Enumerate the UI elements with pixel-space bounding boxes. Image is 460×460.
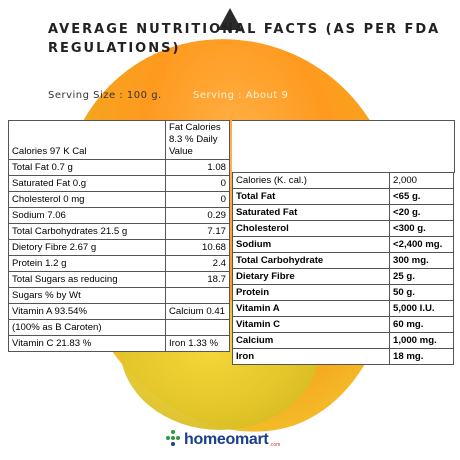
table-header-row: Calories 97 K Cal Fat Calories 8.3 % Dai… (8, 120, 230, 160)
table-row: (100% as B Caroten) (8, 319, 230, 336)
row-value: 18 mg. (389, 348, 454, 365)
logo-suffix: .com (269, 442, 281, 448)
mango-stem (218, 8, 242, 30)
row-label: Total Carbohydrate (232, 252, 390, 269)
row-label: Vitamin A 93.54% (8, 303, 166, 320)
row-label: Protein 1.2 g (8, 255, 166, 272)
row-label: Iron (232, 348, 390, 365)
row-label: Sodium 7.06 (8, 207, 166, 224)
serving-size: Serving Size : 100 g. (48, 90, 162, 101)
row-value: <20 g. (389, 204, 454, 221)
row-value: 1,000 mg. (389, 332, 454, 349)
table-row: Total Carbohydrate 300 mg. (232, 252, 454, 269)
row-value: 18.7 (165, 271, 230, 288)
row-value: 10.68 (165, 239, 230, 256)
row-label: Saturated Fat 0.g (8, 175, 166, 192)
calories-header: Calories 97 K Cal (8, 120, 166, 160)
table-row: Protein 1.2 g 2.4 (8, 255, 230, 272)
row-label: Vitamin C 21.83 % (8, 335, 166, 352)
row-value: 1.08 (165, 159, 230, 176)
row-label: Total Carbohydrates 21.5 g (8, 223, 166, 240)
nutrition-facts-table: Calories 97 K Cal Fat Calories 8.3 % Dai… (8, 120, 230, 352)
row-value (165, 287, 230, 304)
row-label: Total Sugars as reducing (8, 271, 166, 288)
table-row: Sodium 7.06 0.29 (8, 207, 230, 224)
homeomart-logo[interactable]: homeomart .com (166, 430, 280, 450)
table-row: Dietary Fibre 25 g. (232, 268, 454, 285)
table-row: Cholesterol 0 mg 0 (8, 191, 230, 208)
table-row: Vitamin C 60 mg. (232, 316, 454, 333)
row-label: Vitamin A (232, 300, 390, 317)
row-label: Dietary Fibre (232, 268, 390, 285)
daily-value-header: Fat Calories 8.3 % Daily Value (165, 120, 230, 160)
row-value: <65 g. (389, 188, 454, 205)
table-row: Saturated Fat 0.g 0 (8, 175, 230, 192)
table-row: Protein 50 g. (232, 284, 454, 301)
table-row: Total Carbohydrates 21.5 g 7.17 (8, 223, 230, 240)
logo-text: homeomart (184, 431, 269, 448)
row-value: 0 (165, 191, 230, 208)
row-label: Total Fat 0.7 g (8, 159, 166, 176)
table-row: Vitamin A 93.54% Calcium 0.41 (8, 303, 230, 320)
row-label: Cholesterol 0 mg (8, 191, 166, 208)
table-row: Saturated Fat <20 g. (232, 204, 454, 221)
table-row: Calcium 1,000 mg. (232, 332, 454, 349)
table-row: Vitamin A 5,000 I.U. (232, 300, 454, 317)
row-label: Dietory Fibre 2.67 g (8, 239, 166, 256)
table-row: Iron 18 mg. (232, 348, 454, 365)
row-label: Vitamin C (232, 316, 390, 333)
row-value: 50 g. (389, 284, 454, 301)
row-value: 300 mg. (389, 252, 454, 269)
page-title: AVERAGE NUTRITIONAL FACTS (AS PER FDA RE… (48, 22, 441, 56)
table-row: Calories (K. cal.) 2,000 (232, 172, 454, 189)
right-table-blank-top (232, 120, 455, 173)
table-row: Total Sugars as reducing 18.7 (8, 271, 230, 288)
table-row: Cholesterol <300 g. (232, 220, 454, 237)
row-value: 2,000 (389, 172, 454, 189)
row-value: 25 g. (389, 268, 454, 285)
row-label: Total Fat (232, 188, 390, 205)
daily-values-table: Calories (K. cal.) 2,000 Total Fat <65 g. … (232, 172, 454, 365)
row-value: 0 (165, 175, 230, 192)
row-value: 7.17 (165, 223, 230, 240)
row-label: Sodium (232, 236, 390, 253)
row-value: <2,400 mg. (389, 236, 454, 253)
row-label: Calcium (232, 332, 390, 349)
table-row: Sugars % by Wt (8, 287, 230, 304)
row-value (165, 319, 230, 336)
row-value: <300 g. (389, 220, 454, 237)
row-label: Cholesterol (232, 220, 390, 237)
table-row: Sodium <2,400 mg. (232, 236, 454, 253)
row-value: 60 mg. (389, 316, 454, 333)
logo-mark-icon (166, 430, 180, 450)
row-label: Saturated Fat (232, 204, 390, 221)
table-row: Total Fat 0.7 g 1.08 (8, 159, 230, 176)
row-value: Calcium 0.41 (165, 303, 230, 320)
row-value: 0.29 (165, 207, 230, 224)
row-value: 5,000 I.U. (389, 300, 454, 317)
table-row: Dietory Fibre 2.67 g 10.68 (8, 239, 230, 256)
row-value: Iron 1.33 % (165, 335, 230, 352)
row-label: Calories (K. cal.) (232, 172, 390, 189)
row-value: 2.4 (165, 255, 230, 272)
row-label: (100% as B Caroten) (8, 319, 166, 336)
table-row: Total Fat <65 g. (232, 188, 454, 205)
servings-count: Serving : About 9 (193, 90, 289, 101)
row-label: Protein (232, 284, 390, 301)
table-row: Vitamin C 21.83 % Iron 1.33 % (8, 335, 230, 352)
row-label: Sugars % by Wt (8, 287, 166, 304)
